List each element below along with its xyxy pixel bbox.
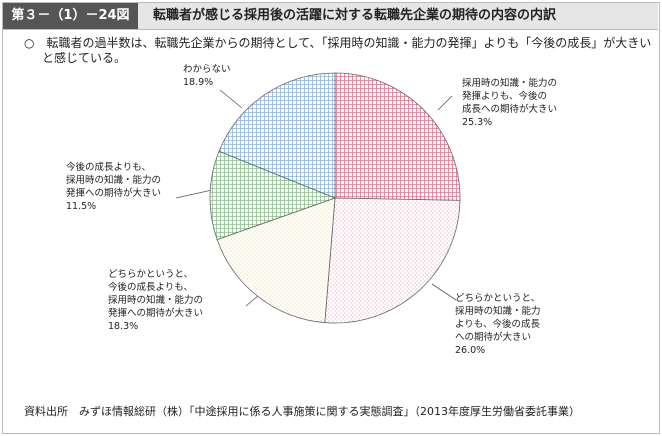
leader-line [431,283,457,301]
value-label: 25.3% [462,117,493,128]
pie-slice [216,197,336,324]
slice-label: 採用時の知識・能力の 発揮よりも、今後の 成長への期待が大きい 25.3% [462,77,557,129]
category-label: どちらかというと、 採用時の知識・能力 よりも、今後の成長 への期待が大きい [455,293,541,343]
category-label: 採用時の知識・能力の 発揮よりも、今後の 成長への期待が大きい [462,78,558,115]
slice-label: 今後の成長よりも、 採用時の知識・能力の 発揮への期待が大きい 11.5% [66,161,161,213]
slice-label: わからない 18.9% [183,63,231,89]
figure-number: 第３－（1）－24図 [3,3,138,29]
pie-slice [209,150,337,241]
slice-label: どちらかというと、 採用時の知識・能力 よりも、今後の成長 への期待が大きい 26… [455,292,541,357]
leader-line [175,189,213,199]
category-label: 今後の成長よりも、 採用時の知識・能力の 発揮への期待が大きい [66,162,162,199]
category-label: わからない [183,64,231,75]
slice-label: どちらかというと、 今後の成長よりも、 採用時の知識・能力の 発揮への期待が大き… [108,268,203,333]
value-label: 18.9% [183,77,214,88]
pie-slice [324,197,461,324]
title: 転職者が感じる採用後の活躍に対する転職先企業の期待の内容の内訳 [153,8,557,23]
source: 資料出所 みずほ情報総研（株）「中途採用に係る人事施策に関する実態調査」（201… [24,405,580,418]
value-label: 11.5% [66,201,97,212]
value-label: 18.3% [108,321,139,332]
leader-line [437,95,453,111]
pie-slice [218,72,336,199]
value-label: 26.0% [455,345,486,356]
summary: ○ 転職者の過半数は、転職先企業からの期待として、「採用時の知識・能力の発揮」よ… [24,36,652,65]
category-label: どちらかというと、 今後の成長よりも、 採用時の知識・能力の 発揮への期待が大き… [108,269,204,319]
pie-slice [334,72,461,201]
leader-line [219,89,243,109]
header: 第３－（1）－24図 転職者が感じる採用後の活躍に対する転職先企業の期待の内容の… [3,3,658,30]
